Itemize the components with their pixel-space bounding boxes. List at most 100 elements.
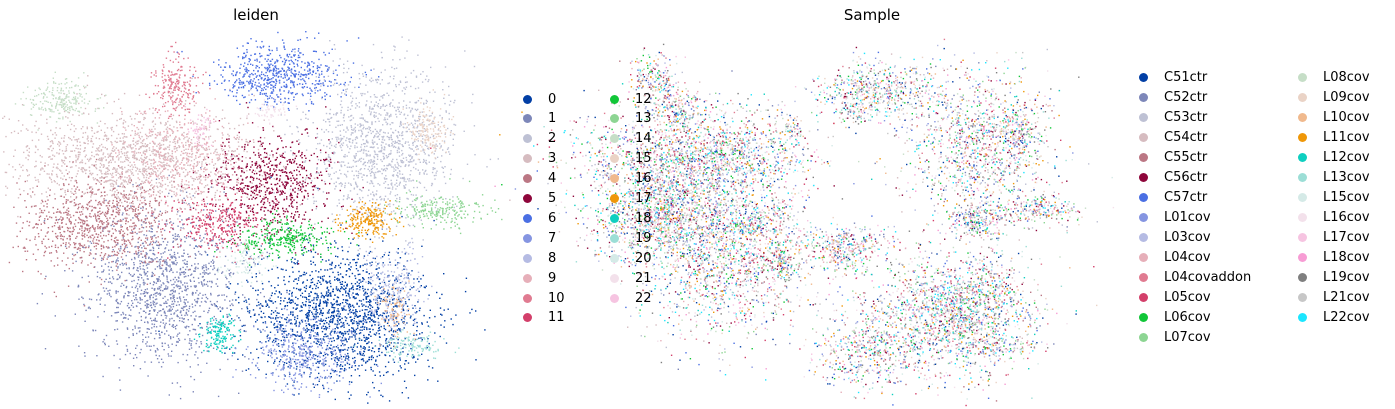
- leiden-point: [231, 303, 233, 305]
- leiden-point: [381, 220, 383, 222]
- leiden-point: [170, 269, 173, 271]
- leiden-point: [213, 303, 216, 305]
- leiden-point: [134, 299, 136, 301]
- leiden-point: [316, 333, 318, 335]
- leiden-point: [359, 353, 362, 356]
- leiden-point: [165, 322, 167, 325]
- leiden-point: [90, 172, 92, 174]
- leiden-point: [274, 360, 276, 363]
- leiden-point: [117, 311, 120, 313]
- leiden-point: [84, 107, 87, 110]
- leiden-point: [386, 312, 388, 314]
- leiden-point: [226, 313, 228, 316]
- leiden-point: [195, 301, 197, 303]
- leiden-point: [355, 153, 357, 155]
- leiden-point: [182, 318, 185, 320]
- leiden-point: [430, 115, 432, 117]
- leiden-point: [267, 269, 270, 272]
- leiden-point: [371, 146, 373, 148]
- leiden-point: [387, 155, 390, 158]
- leiden-point: [376, 168, 378, 170]
- leiden-point: [443, 326, 445, 328]
- leiden-point: [396, 280, 399, 282]
- leiden-point: [453, 206, 455, 209]
- leiden-point: [88, 298, 91, 300]
- leiden-point: [306, 340, 309, 343]
- leiden-point: [354, 343, 356, 345]
- leiden-point: [87, 275, 90, 277]
- leiden-point: [132, 306, 135, 308]
- leiden-point: [111, 176, 113, 179]
- leiden-point: [343, 305, 345, 307]
- leiden-point: [384, 354, 387, 357]
- leiden-point: [195, 342, 197, 345]
- leiden-point: [388, 82, 391, 84]
- leiden-point: [328, 175, 331, 177]
- leiden-point: [353, 296, 355, 298]
- leiden-point: [315, 313, 318, 315]
- leiden-point: [431, 171, 434, 174]
- leiden-point: [245, 301, 248, 303]
- leiden-point: [381, 351, 383, 354]
- leiden-point: [355, 154, 357, 157]
- leiden-point: [361, 329, 363, 331]
- leiden-point: [419, 333, 421, 335]
- leiden-point: [193, 247, 195, 249]
- leiden-point: [369, 281, 371, 284]
- leiden-point: [78, 167, 80, 169]
- leiden-point: [245, 299, 247, 301]
- leiden-point: [64, 156, 66, 158]
- leiden-point: [163, 312, 166, 314]
- leiden-point: [131, 151, 133, 153]
- leiden-point: [229, 274, 231, 277]
- leiden-point: [99, 177, 101, 179]
- leiden-point: [364, 309, 366, 311]
- leiden-point: [372, 43, 375, 46]
- leiden-point: [309, 233, 311, 235]
- leiden-point: [75, 154, 77, 156]
- leiden-point: [405, 184, 407, 186]
- leiden-point: [253, 141, 255, 143]
- leiden-point: [356, 136, 358, 138]
- leiden-point: [382, 141, 384, 144]
- leiden-point: [423, 186, 426, 189]
- leiden-point: [168, 270, 171, 273]
- leiden-point: [362, 196, 364, 199]
- leiden-point: [413, 126, 415, 128]
- leiden-point: [336, 364, 338, 366]
- leiden-point: [393, 345, 395, 348]
- leiden-point: [395, 67, 398, 69]
- leiden-point: [418, 173, 421, 175]
- leiden-point: [170, 298, 172, 300]
- leiden-point: [313, 354, 315, 356]
- leiden-point: [401, 134, 404, 136]
- leiden-point: [347, 196, 349, 198]
- leiden-point: [269, 154, 271, 156]
- leiden-point: [397, 262, 399, 264]
- leiden-point: [252, 309, 255, 311]
- leiden-point: [367, 391, 369, 394]
- leiden-point: [233, 335, 235, 338]
- leiden-point: [89, 158, 91, 161]
- leiden-point: [283, 279, 285, 282]
- leiden-point: [373, 333, 376, 335]
- leiden-point: [196, 172, 198, 174]
- leiden-point: [360, 300, 362, 302]
- leiden-point: [260, 310, 262, 313]
- leiden-point: [248, 312, 251, 314]
- leiden-point: [382, 395, 384, 398]
- leiden-point: [140, 260, 143, 263]
- leiden-point: [83, 112, 85, 115]
- leiden-point: [117, 273, 119, 276]
- leiden-point: [339, 319, 341, 321]
- leiden-point: [186, 187, 189, 189]
- leiden-point: [338, 84, 340, 86]
- leiden-point: [433, 162, 435, 164]
- leiden-point: [386, 104, 388, 107]
- leiden-point: [205, 251, 207, 254]
- leiden-point: [171, 129, 173, 131]
- leiden-point: [203, 266, 205, 269]
- leiden-point: [320, 320, 322, 322]
- leiden-point: [158, 148, 161, 150]
- leiden-point: [48, 176, 51, 179]
